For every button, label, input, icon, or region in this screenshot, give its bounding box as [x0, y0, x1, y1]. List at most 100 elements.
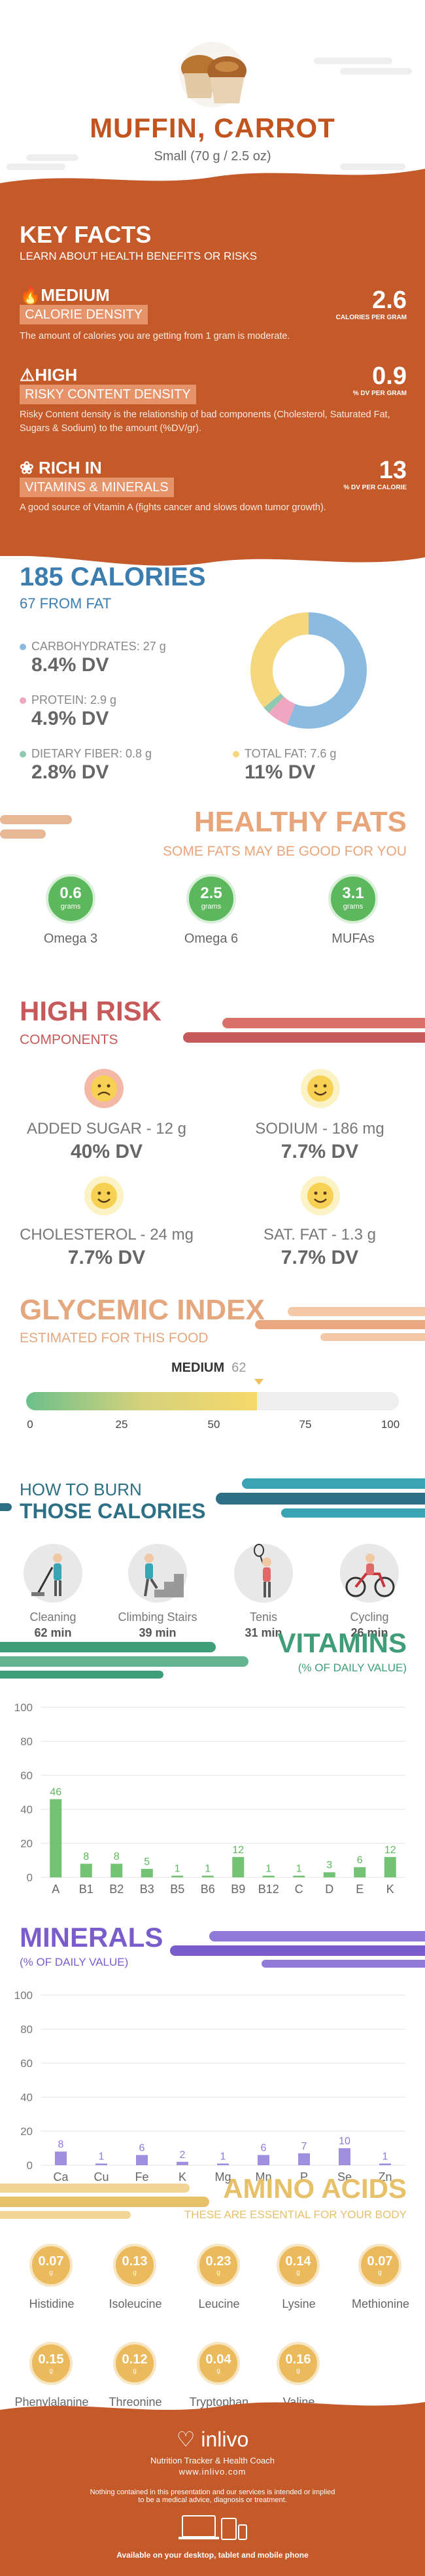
- dietary-fiber-label: DIETARY FIBER: 0.8 g: [20, 747, 152, 761]
- vitamin-y-tick: 80: [20, 1735, 33, 1748]
- climbing-stairs-minutes: 39 min: [139, 1626, 177, 1639]
- amino-acid-label: Lysine: [282, 2297, 316, 2310]
- vitamin-value-label: 8: [83, 1851, 89, 1862]
- amino-acid-circle: 0.16 g: [277, 2342, 320, 2385]
- amino-acid-label: Leucine: [198, 2297, 240, 2310]
- muffin-image: [180, 42, 246, 107]
- risky-content-unit: % DV PER GRAM: [352, 390, 407, 397]
- total-fat-label: TOTAL FAT: 7.6 g: [233, 747, 336, 761]
- cycling-label: Cycling: [350, 1610, 389, 1624]
- cleaning-label: Cleaning: [29, 1610, 76, 1624]
- mineral-bar-zn: [379, 2163, 391, 2165]
- sat-fat-label: SAT. FAT - 1.3 g: [263, 1226, 377, 1244]
- total-fat-dot: [233, 751, 239, 758]
- key-facts-subtitle: LEARN ABOUT HEALTH BENEFITS OR RISKS: [20, 250, 258, 262]
- mineral-value-label: 1: [220, 2151, 226, 2162]
- vitamin-value-label: 12: [232, 1845, 244, 1856]
- amino-acid-circle: 0.13 g: [113, 2244, 156, 2287]
- mineral-y-tick: 100: [14, 1989, 33, 2002]
- amino-acid-label: Isoleucine: [109, 2297, 162, 2310]
- footer: ♡ inlivo Nutrition Tracker & Health Coac…: [0, 2415, 425, 2576]
- vitamin-category-label: B5: [170, 1883, 184, 1896]
- vitamin-category-label: B6: [201, 1883, 215, 1896]
- omega6-circle: 2.5 grams: [186, 874, 236, 924]
- vitamin-bar-b6: [201, 1875, 214, 1877]
- vitamin-category-label: B2: [109, 1883, 124, 1896]
- header-wave: [0, 169, 425, 191]
- climbing-stairs-label: Climbing Stairs: [118, 1610, 197, 1624]
- cloud-decoration: [7, 164, 65, 170]
- mineral-category-label: Se: [337, 2170, 352, 2184]
- burn-title-line2: THOSE CALORIES: [20, 1499, 206, 1523]
- glycemic-level: MEDIUM: [171, 1361, 225, 1375]
- dietary-fiber-dv: 2.8% DV: [31, 761, 109, 783]
- donut-slice-total-fat: [250, 612, 367, 729]
- burn-bars: [0, 1478, 425, 1518]
- amino-acid-circle: 0.07 g: [358, 2244, 401, 2287]
- protein-label: PROTEIN: 2.9 g: [20, 693, 116, 707]
- amino-acid-label: Threonine: [109, 2395, 162, 2409]
- footer-logo[interactable]: ♡ inlivo: [0, 2427, 425, 2452]
- dietary-fiber-dot: [20, 751, 26, 758]
- vitamin-bar-k: [384, 1856, 396, 1877]
- vitamin-bar-b9: [232, 1856, 245, 1877]
- vitamins-minerals-level: ❀ RICH IN: [20, 458, 102, 478]
- happy-face-icon: [301, 1069, 340, 1108]
- leaf-icon: ❀: [20, 458, 34, 478]
- high-risk-title: HIGH RISK: [20, 996, 162, 1026]
- vitamin-value-label: 12: [384, 1845, 396, 1856]
- mufas-circle: 3.1 grams: [328, 874, 378, 924]
- cloud-decoration: [340, 164, 405, 170]
- cloud-decoration: [314, 58, 392, 64]
- glycemic-index-title: GLYCEMIC INDEX: [20, 1294, 265, 1326]
- glycemic-bars: [255, 1307, 425, 1341]
- macronutrient-donut-chart: [250, 612, 367, 729]
- vitamin-y-tick: 100: [14, 1701, 33, 1714]
- mineral-y-tick: 0: [27, 2159, 33, 2172]
- glycemic-tick: 75: [299, 1418, 312, 1431]
- healthy-fats-subtitle: SOME FATS MAY BE GOOD FOR YOU: [162, 844, 407, 859]
- amino-acids-subtitle: THESE ARE ESSENTIAL FOR YOUR BODY: [184, 2208, 407, 2221]
- food-name: MUFFIN, CARROT: [90, 113, 335, 143]
- vitamin-value-label: 3: [326, 1860, 332, 1871]
- calorie-density-unit: CALORIES PER GRAM: [335, 314, 407, 321]
- vitamin-category-label: C: [295, 1883, 303, 1896]
- tennis-label: Tenis: [249, 1610, 278, 1624]
- key-facts-section: KEY FACTS LEARN ABOUT HEALTH BENEFITS OR…: [0, 190, 425, 556]
- glycemic-tick: 50: [207, 1418, 220, 1431]
- high-risk-subtitle: COMPONENTS: [20, 1032, 118, 1047]
- brand-name: inlivo: [201, 2428, 249, 2451]
- total-fat-dv: 11% DV: [245, 761, 316, 783]
- vitamins-minerals-label: VITAMINS & MINERALS: [20, 478, 174, 497]
- calorie-density-label: CALORIE DENSITY: [20, 305, 148, 324]
- glycemic-index-subtitle: ESTIMATED FOR THIS FOOD: [20, 1331, 209, 1346]
- vitamins-minerals-unit: % DV PER CALORIE: [343, 484, 407, 491]
- mineral-bar-fe: [136, 2155, 148, 2165]
- protein-dv: 4.9% DV: [31, 708, 109, 729]
- vitamin-value-label: 1: [265, 1863, 271, 1874]
- cholesterol-label: CHOLESTEROL - 24 mg: [20, 1226, 194, 1244]
- key-facts-wave: [0, 548, 425, 566]
- mineral-value-label: 6: [139, 2142, 145, 2153]
- carbohydrates-dot: [20, 644, 26, 651]
- vitamin-value-label: 8: [114, 1851, 120, 1862]
- mineral-value-label: 2: [180, 2150, 186, 2161]
- footer-url[interactable]: www.inlivo.com: [178, 2467, 246, 2477]
- mineral-y-tick: 80: [20, 2023, 33, 2036]
- mineral-category-label: P: [300, 2170, 308, 2184]
- minerals-bar-chart: 0 20 40 60 80 100 8 Ca 1 Cu 6 Fe 2 K 1 Mg 6 Mn 7 P 10 Se 1 Zn: [14, 1989, 405, 2184]
- mineral-y-tick: 60: [20, 2057, 33, 2070]
- sodium-label: SODIUM - 186 mg: [255, 1120, 384, 1138]
- risky-content-value: 0.9: [372, 362, 407, 390]
- mineral-value-label: 8: [58, 2139, 64, 2150]
- mineral-category-label: Zn: [378, 2170, 392, 2184]
- vitamin-bar-c: [293, 1875, 305, 1877]
- amino-acids-title: AMINO ACIDS: [223, 2173, 407, 2204]
- glycemic-tick: 100: [381, 1418, 400, 1431]
- vitamins-subtitle: (% OF DAILY VALUE): [298, 1662, 407, 1674]
- vitamin-value-label: 1: [175, 1863, 180, 1874]
- footer-tagline: Nutrition Tracker & Health Coach: [150, 2456, 275, 2465]
- amino-acid-circle: 0.07 g: [29, 2244, 73, 2287]
- vitamin-value-label: 46: [50, 1786, 61, 1798]
- cleaning-minutes: 62 min: [34, 1626, 72, 1639]
